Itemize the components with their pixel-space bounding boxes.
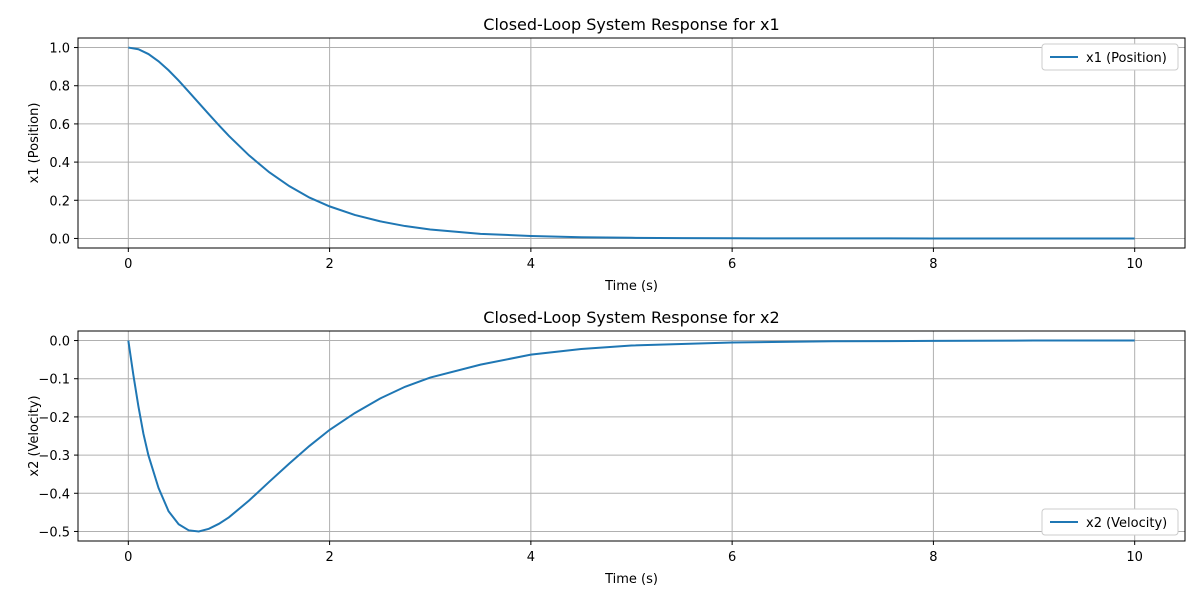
- y-tick-label: 1.0: [49, 42, 70, 57]
- y-tick-label: 0.2: [49, 194, 70, 209]
- y-tick-label: 0.4: [49, 156, 70, 171]
- x-tick-label: 10: [1126, 550, 1143, 565]
- legend-label: x2 (Velocity): [1086, 516, 1167, 531]
- y-tick-label: −0.4: [38, 487, 70, 502]
- x-axis-label: Time (s): [604, 279, 658, 294]
- y-tick-label: 0.0: [49, 232, 70, 247]
- y-axis-label: x1 (Position): [27, 103, 42, 184]
- x-tick-label: 6: [728, 550, 736, 565]
- series-line-1: [127, 339, 1135, 533]
- legend-box: [1041, 43, 1179, 71]
- legend-label: x1 (Position): [1086, 51, 1167, 66]
- x-tick-label: 10: [1126, 257, 1143, 272]
- x-axis-label: Time (s): [604, 572, 658, 587]
- series-line-1: [128, 46, 1135, 240]
- x-tick-label: 2: [325, 550, 333, 565]
- x-tick-label: 8: [929, 257, 937, 272]
- y-tick-label: 0.0: [49, 335, 70, 350]
- grid: [78, 38, 1185, 248]
- x-tick-label: 8: [929, 550, 937, 565]
- legend: x1 (Position): [1041, 43, 1179, 71]
- y-tick-label: −0.1: [38, 373, 70, 388]
- chart-title: Closed-Loop System Response for x1: [483, 15, 779, 34]
- y-tick-label: −0.3: [38, 449, 70, 464]
- subplot-1: 0 2 4 6 8 10 0.0 0.2 0.4 0.6 0.8 1.0 Closed-Loop Sys…: [27, 15, 1186, 294]
- x-tick-label: 0: [124, 550, 132, 565]
- plot-frame: [77, 330, 1186, 542]
- x-tick-label: 4: [527, 257, 535, 272]
- x-tick-label: 4: [527, 550, 535, 565]
- x-tick-label: 0: [124, 257, 132, 272]
- x-tick-label: 6: [728, 257, 736, 272]
- y-axis-label: x2 (Velocity): [27, 395, 42, 476]
- subplot-2: 0 2 4 6 8 10 0.0 −0.1 −0.2 −0.3 −0.4 −0.5 Closed-Loo…: [27, 308, 1186, 587]
- y-tick-label: 0.6: [49, 118, 70, 133]
- y-tick-label: 0.8: [49, 80, 70, 95]
- y-tick-label: −0.5: [38, 525, 70, 540]
- legend: x2 (Velocity): [1041, 508, 1179, 536]
- grid: [78, 331, 1185, 541]
- chart-title: Closed-Loop System Response for x2: [483, 308, 779, 327]
- legend-box: [1041, 508, 1179, 536]
- y-tick-label: −0.2: [38, 411, 70, 426]
- plot-frame: [77, 37, 1186, 249]
- x-tick-label: 2: [325, 257, 333, 272]
